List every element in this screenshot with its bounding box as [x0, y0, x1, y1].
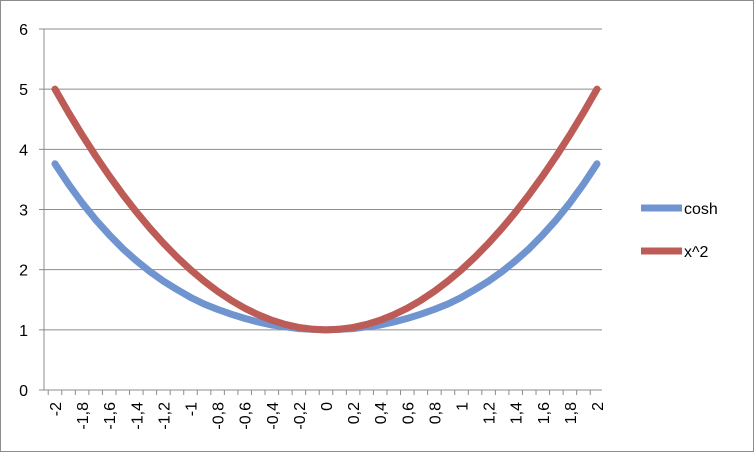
x-tick-label: -0,8: [211, 402, 228, 430]
y-tick-label: 3: [19, 203, 28, 220]
y-axis-tick-labels: 0 1 2 3 4 5 6: [19, 22, 28, 400]
y-tick-label: 6: [19, 22, 28, 39]
y-tick-label: 0: [19, 383, 28, 400]
y-tick-label: 2: [19, 263, 28, 280]
x-tick-label: 1,4: [509, 402, 526, 424]
axes: [39, 28, 602, 395]
x-tick-label: 1,6: [536, 402, 553, 424]
x-tick-label: 0: [319, 402, 336, 411]
legend-label: cosh: [684, 201, 718, 218]
x-tick-label: 0,6: [400, 402, 417, 424]
x-tick-label: -2: [48, 402, 65, 416]
series-line-cosh: [51, 160, 601, 334]
grid-lines: [44, 28, 602, 331]
x-tick-label: -0,4: [265, 402, 282, 430]
x-tick-label: -1,8: [75, 402, 92, 430]
x-tick-label: 1,2: [482, 402, 499, 424]
x-tick-label: -1,4: [129, 402, 146, 430]
x-tick-label: 2: [590, 402, 607, 411]
x-tick-label: -1,6: [102, 402, 119, 430]
x-tick-label: -0,2: [292, 402, 309, 430]
x-tick-label: 0,2: [346, 402, 363, 424]
x-tick-label: -1,2: [156, 402, 173, 430]
x-tick-label: 1,8: [563, 402, 580, 424]
y-tick-label: 5: [19, 82, 28, 99]
series-line-x-squared: [51, 85, 601, 334]
x-tick-label: 0,4: [373, 402, 390, 424]
legend-label: x^2: [684, 244, 709, 261]
legend-item-x-squared: x^2: [641, 244, 709, 261]
legend-item-cosh: cosh: [641, 201, 718, 218]
x-tick-label: 1: [455, 402, 472, 411]
legend: cosh x^2: [641, 201, 718, 261]
series-lines: [51, 85, 601, 334]
x-tick-label: -1: [184, 402, 201, 416]
x-tick-label: 0,8: [427, 402, 444, 424]
x-tick-label: -0,6: [238, 402, 255, 430]
y-tick-label: 4: [19, 142, 28, 159]
x-axis-tick-labels: -2 -1,8 -1,6 -1,4 -1,2 -1 -0,8 -0,6 -0,4 -0,2 0 0,2…: [48, 402, 607, 430]
y-tick-label: 1: [19, 323, 28, 340]
